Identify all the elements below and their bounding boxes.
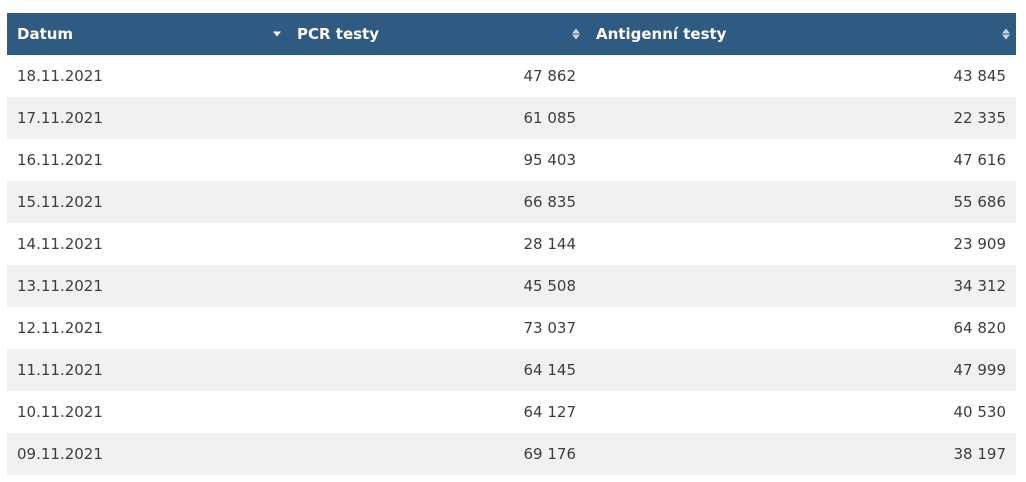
column-header-label: Datum bbox=[17, 25, 74, 43]
table-row: 18.11.2021 47 862 43 845 bbox=[7, 55, 1016, 97]
cell-pcr: 64 145 bbox=[523, 361, 577, 379]
column-header-antigen[interactable]: Antigenní testy bbox=[586, 13, 1016, 55]
cell-antigen: 43 845 bbox=[953, 67, 1007, 85]
cell-antigen: 40 530 bbox=[953, 403, 1007, 421]
cell-pcr: 69 176 bbox=[523, 445, 577, 463]
cell-pcr: 73 037 bbox=[523, 319, 577, 337]
header-row: Datum PCR testy Antigenní testy bbox=[7, 13, 1016, 55]
cell-pcr: 95 403 bbox=[523, 151, 577, 169]
table-row: 13.11.2021 45 508 34 312 bbox=[7, 265, 1016, 307]
table-row: 11.11.2021 64 145 47 999 bbox=[7, 349, 1016, 391]
cell-pcr: 64 127 bbox=[523, 403, 577, 421]
cell-date: 13.11.2021 bbox=[17, 277, 103, 295]
cell-pcr: 66 835 bbox=[523, 193, 577, 211]
tests-table: Datum PCR testy Antigenní testy bbox=[7, 13, 1016, 475]
cell-pcr: 45 508 bbox=[523, 277, 577, 295]
table-row: 15.11.2021 66 835 55 686 bbox=[7, 181, 1016, 223]
table-body: 18.11.2021 47 862 43 845 17.11.2021 61 085 22… bbox=[7, 55, 1016, 475]
cell-antigen: 64 820 bbox=[953, 319, 1007, 337]
table-header: Datum PCR testy Antigenní testy bbox=[7, 13, 1016, 55]
cell-date: 15.11.2021 bbox=[17, 193, 103, 211]
cell-date: 18.11.2021 bbox=[17, 67, 103, 85]
cell-antigen: 55 686 bbox=[953, 193, 1007, 211]
table-row: 09.11.2021 69 176 38 197 bbox=[7, 433, 1016, 475]
table-row: 10.11.2021 64 127 40 530 bbox=[7, 391, 1016, 433]
cell-pcr: 47 862 bbox=[523, 67, 577, 85]
sort-both-icon[interactable] bbox=[1002, 28, 1010, 40]
cell-antigen: 23 909 bbox=[953, 235, 1007, 253]
cell-antigen: 34 312 bbox=[953, 277, 1007, 295]
cell-date: 16.11.2021 bbox=[17, 151, 103, 169]
cell-date: 17.11.2021 bbox=[17, 109, 103, 127]
cell-pcr: 28 144 bbox=[523, 235, 577, 253]
cell-antigen: 47 999 bbox=[953, 361, 1007, 379]
column-header-pcr[interactable]: PCR testy bbox=[287, 13, 586, 55]
cell-date: 10.11.2021 bbox=[17, 403, 103, 421]
sort-descending-icon[interactable] bbox=[273, 31, 281, 37]
cell-date: 14.11.2021 bbox=[17, 235, 103, 253]
cell-date: 11.11.2021 bbox=[17, 361, 103, 379]
sort-both-icon[interactable] bbox=[572, 28, 580, 40]
table-row: 12.11.2021 73 037 64 820 bbox=[7, 307, 1016, 349]
cell-antigen: 22 335 bbox=[953, 109, 1007, 127]
table-row: 14.11.2021 28 144 23 909 bbox=[7, 223, 1016, 265]
cell-antigen: 38 197 bbox=[953, 445, 1007, 463]
table-row: 17.11.2021 61 085 22 335 bbox=[7, 97, 1016, 139]
column-header-label: Antigenní testy bbox=[596, 25, 727, 43]
table-row: 16.11.2021 95 403 47 616 bbox=[7, 139, 1016, 181]
cell-date: 12.11.2021 bbox=[17, 319, 103, 337]
column-header-label: PCR testy bbox=[297, 25, 379, 43]
cell-antigen: 47 616 bbox=[953, 151, 1007, 169]
data-table-container: Datum PCR testy Antigenní testy bbox=[7, 13, 1016, 475]
column-header-date[interactable]: Datum bbox=[7, 13, 287, 55]
cell-pcr: 61 085 bbox=[523, 109, 577, 127]
cell-date: 09.11.2021 bbox=[17, 445, 103, 463]
